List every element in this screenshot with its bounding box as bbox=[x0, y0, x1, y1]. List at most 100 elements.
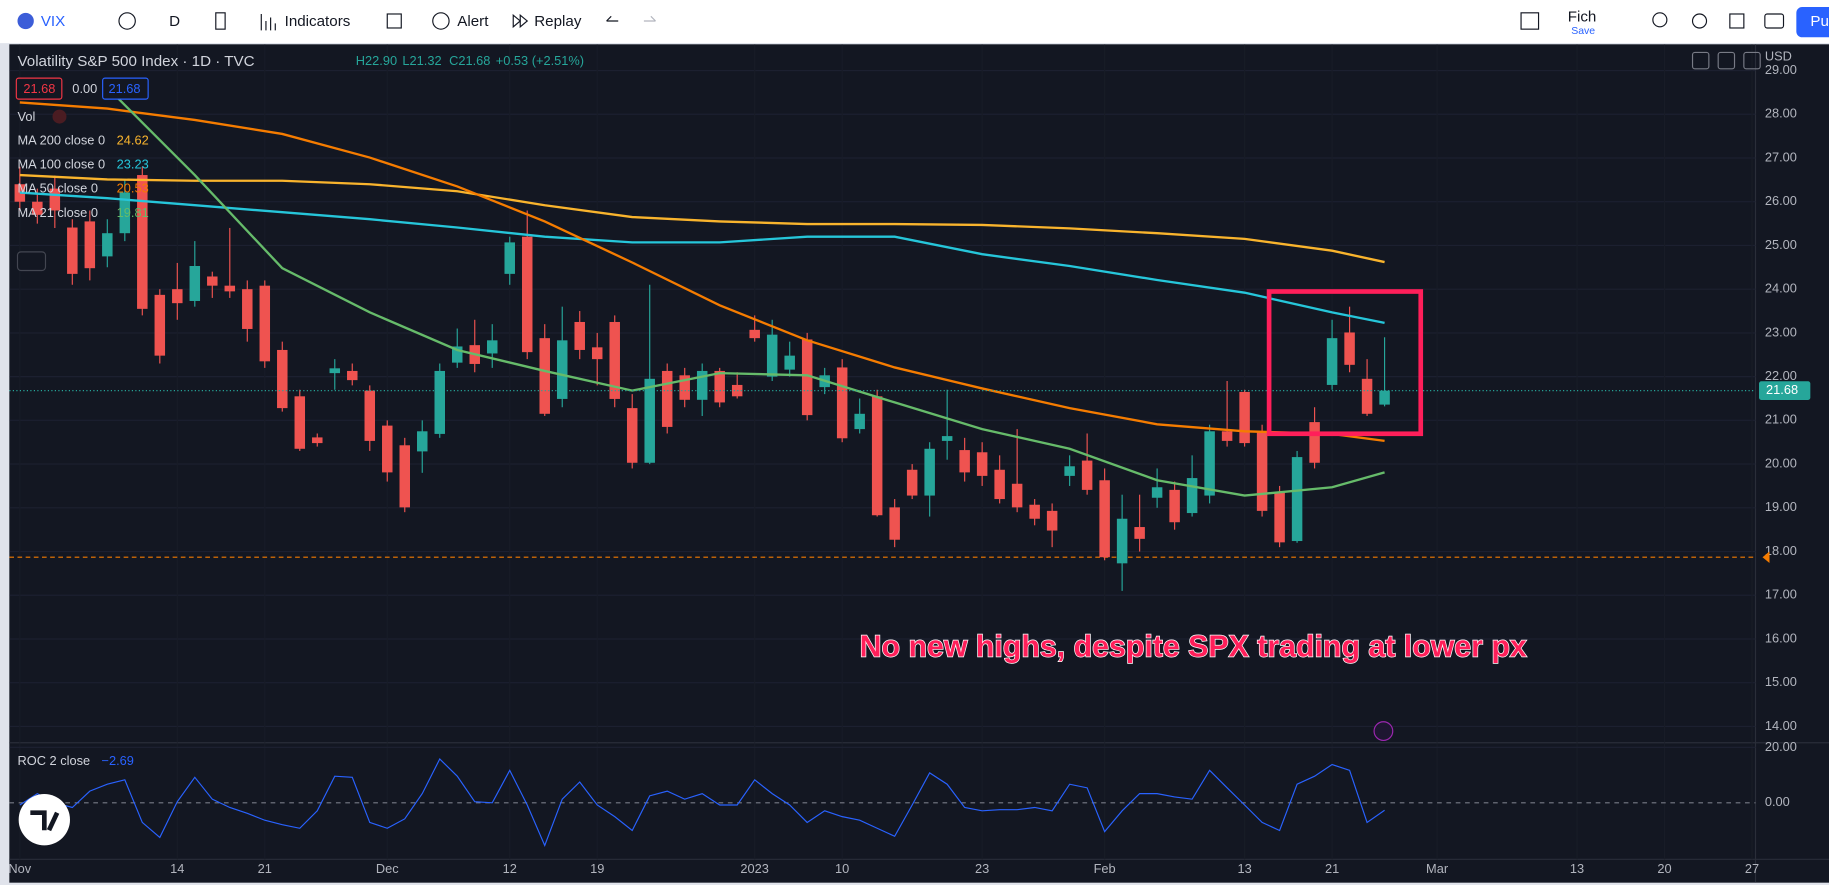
candle-body bbox=[224, 285, 236, 292]
roc-value: −2.69 bbox=[101, 753, 133, 768]
moving-average bbox=[19, 173, 1385, 264]
x-tick-label: 19 bbox=[590, 861, 604, 876]
redo[interactable] bbox=[643, 15, 656, 22]
candle-body bbox=[137, 175, 148, 309]
y-tick-label: 24.00 bbox=[1765, 281, 1797, 296]
candle-body bbox=[417, 431, 428, 452]
snapshot[interactable] bbox=[1764, 13, 1785, 29]
candle-body bbox=[172, 289, 183, 304]
y-tick-label: 15.00 bbox=[1765, 674, 1797, 689]
search[interactable] bbox=[1652, 12, 1668, 28]
candle-body bbox=[696, 370, 708, 400]
y-tick-label: 25.00 bbox=[1765, 237, 1797, 252]
ohlc-high: H22.90 bbox=[356, 53, 397, 68]
x-tick-label: 13 bbox=[1570, 861, 1584, 876]
candle-body bbox=[347, 370, 358, 381]
pane-close[interactable] bbox=[1717, 51, 1736, 70]
candle-body bbox=[1256, 431, 1268, 511]
undo[interactable] bbox=[606, 15, 619, 22]
chart-type[interactable] bbox=[215, 12, 226, 30]
ask: 21.68 bbox=[108, 81, 140, 96]
candle-body bbox=[1221, 431, 1233, 441]
candle-body bbox=[1029, 504, 1040, 519]
candle-body bbox=[1309, 422, 1320, 463]
layout-name[interactable]: Fich bbox=[1568, 8, 1597, 25]
candle-body bbox=[67, 227, 78, 274]
candle-body bbox=[994, 469, 1005, 500]
y-tick-label: 14.00 bbox=[1765, 718, 1797, 733]
bid-box[interactable] bbox=[15, 77, 63, 100]
publish[interactable]: Pu bbox=[1810, 13, 1829, 30]
interval[interactable]: D bbox=[169, 13, 180, 30]
candle-body bbox=[1011, 483, 1023, 508]
candle-body bbox=[661, 370, 673, 427]
candle-body bbox=[382, 425, 393, 473]
collapse-legend[interactable] bbox=[16, 251, 47, 272]
fullscreen[interactable] bbox=[1729, 13, 1745, 29]
y-tick-label: 27.00 bbox=[1765, 149, 1797, 164]
candle-body bbox=[242, 289, 253, 329]
chart-title: Volatility S&P 500 Index · 1D · TVC bbox=[17, 53, 254, 70]
pane-maximize[interactable] bbox=[1743, 51, 1761, 70]
candle-body bbox=[1239, 391, 1250, 444]
candle-body bbox=[1274, 492, 1285, 543]
x-tick-label: Dec bbox=[376, 861, 399, 876]
save[interactable]: Save bbox=[1571, 26, 1595, 37]
candle-body bbox=[1169, 489, 1180, 523]
event-icon[interactable] bbox=[1373, 721, 1394, 741]
candle-body bbox=[1151, 487, 1163, 498]
candle-body bbox=[679, 375, 690, 400]
candle-body bbox=[871, 396, 883, 516]
templates[interactable] bbox=[386, 13, 402, 29]
alert[interactable]: Alert bbox=[457, 13, 489, 30]
candle-body bbox=[259, 285, 271, 362]
indicators[interactable]: Indicators bbox=[285, 13, 351, 30]
candle-body bbox=[521, 236, 533, 353]
y-tick-label: 16.00 bbox=[1765, 630, 1797, 645]
candle-body bbox=[1204, 431, 1215, 496]
candle-body bbox=[102, 233, 113, 257]
replay-icon bbox=[512, 13, 529, 29]
y-tick-label: 22.00 bbox=[1765, 368, 1797, 383]
legend-name: MA 21 close 0 bbox=[17, 205, 97, 220]
candle-body bbox=[1134, 527, 1145, 539]
candle-body bbox=[1344, 332, 1355, 365]
pane-down[interactable] bbox=[1691, 51, 1710, 70]
candle-body bbox=[1116, 518, 1128, 564]
add-symbol[interactable] bbox=[118, 12, 136, 30]
flag-icon bbox=[17, 12, 34, 30]
replay[interactable]: Replay bbox=[534, 13, 582, 30]
ohlc-close: C21.68 bbox=[449, 53, 490, 68]
candle-body bbox=[854, 413, 865, 430]
alert-icon bbox=[432, 12, 450, 30]
volume-warning bbox=[52, 109, 67, 124]
candle-body bbox=[836, 367, 848, 439]
x-tick-label: 10 bbox=[835, 861, 849, 876]
candle-body bbox=[644, 378, 655, 463]
y-tick-label: 0.00 bbox=[1765, 794, 1790, 809]
candle-body bbox=[1064, 466, 1075, 476]
candle-body bbox=[119, 192, 131, 234]
legend-name: MA 200 close 0 bbox=[17, 132, 105, 147]
settings[interactable] bbox=[1691, 13, 1708, 29]
moving-average bbox=[106, 86, 1385, 497]
layout-icon[interactable] bbox=[1520, 12, 1540, 30]
ask-box[interactable] bbox=[102, 77, 149, 100]
x-tick-label: Nov bbox=[8, 861, 31, 876]
candle-body bbox=[714, 370, 725, 403]
legend-value: 19.81 bbox=[117, 205, 149, 220]
candle-body bbox=[959, 450, 970, 473]
x-tick-label: 27 bbox=[1745, 861, 1759, 876]
publish-button[interactable] bbox=[1796, 6, 1829, 38]
x-tick-label: Mar bbox=[1426, 861, 1449, 876]
indicators-icon bbox=[260, 13, 276, 31]
candle-body bbox=[277, 349, 288, 409]
ohlc-low: L21.32 bbox=[402, 53, 441, 68]
symbol[interactable]: VIX bbox=[41, 13, 65, 30]
legend-name: MA 50 close 0 bbox=[17, 181, 97, 196]
candle-body bbox=[452, 346, 463, 363]
candle-body bbox=[399, 445, 411, 508]
y-tick-label: 19.00 bbox=[1765, 499, 1797, 514]
